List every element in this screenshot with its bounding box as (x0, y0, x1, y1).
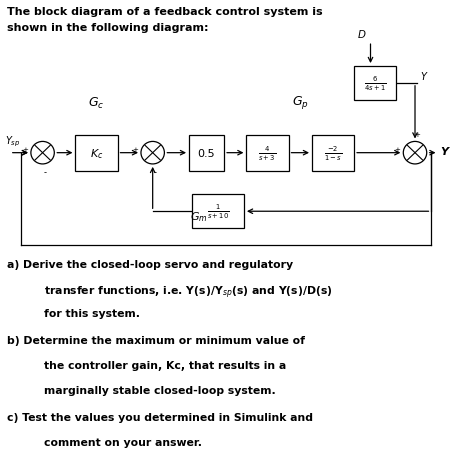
Text: $\frac{-2}{1-s}$: $\frac{-2}{1-s}$ (324, 144, 342, 162)
Circle shape (403, 142, 427, 165)
Text: c) Test the values you determined in Simulink and: c) Test the values you determined in Sim… (8, 412, 313, 422)
Text: +: + (414, 131, 420, 137)
FancyBboxPatch shape (354, 67, 396, 101)
FancyBboxPatch shape (312, 135, 354, 172)
Text: $G_c$: $G_c$ (88, 96, 105, 111)
Text: shown in the following diagram:: shown in the following diagram: (8, 23, 209, 33)
Text: for this system.: for this system. (28, 308, 139, 318)
Text: the controller gain, Kc, that results in a: the controller gain, Kc, that results in… (28, 360, 286, 370)
Text: +: + (22, 147, 28, 153)
Text: $G_m$: $G_m$ (190, 210, 208, 224)
FancyBboxPatch shape (246, 135, 289, 172)
Text: comment on your answer.: comment on your answer. (28, 437, 201, 447)
FancyBboxPatch shape (75, 135, 118, 172)
Text: $\frac{6}{4s+1}$: $\frac{6}{4s+1}$ (364, 75, 386, 93)
Text: $\frac{1}{s+10}$: $\frac{1}{s+10}$ (207, 202, 229, 221)
Text: transfer functions, i.e. Y(s)/Y$_{sp}$(s) and Y(s)/D(s): transfer functions, i.e. Y(s)/Y$_{sp}$(s… (28, 283, 332, 300)
Text: D: D (358, 30, 366, 40)
Text: +: + (394, 147, 401, 153)
Text: $Y_{sp}$: $Y_{sp}$ (5, 135, 20, 149)
Text: $G_p$: $G_p$ (292, 94, 309, 111)
Text: +: + (132, 147, 138, 153)
Text: marginally stable closed-loop system.: marginally stable closed-loop system. (28, 385, 275, 395)
Circle shape (31, 142, 55, 165)
Text: b) Determine the maximum or minimum value of: b) Determine the maximum or minimum valu… (8, 336, 305, 345)
Text: Y: Y (420, 71, 427, 81)
Text: Y: Y (441, 147, 449, 157)
Text: -: - (154, 168, 156, 177)
Text: The block diagram of a feedback control system is: The block diagram of a feedback control … (8, 7, 323, 17)
Text: a) Derive the closed-loop servo and regulatory: a) Derive the closed-loop servo and regu… (8, 259, 293, 269)
FancyBboxPatch shape (189, 135, 224, 172)
Text: $\frac{4}{s+3}$: $\frac{4}{s+3}$ (258, 144, 277, 162)
Text: -: - (44, 168, 46, 177)
FancyBboxPatch shape (192, 195, 244, 228)
Text: $K_c$: $K_c$ (90, 147, 103, 160)
Text: 0.5: 0.5 (198, 148, 215, 158)
Circle shape (141, 142, 164, 165)
